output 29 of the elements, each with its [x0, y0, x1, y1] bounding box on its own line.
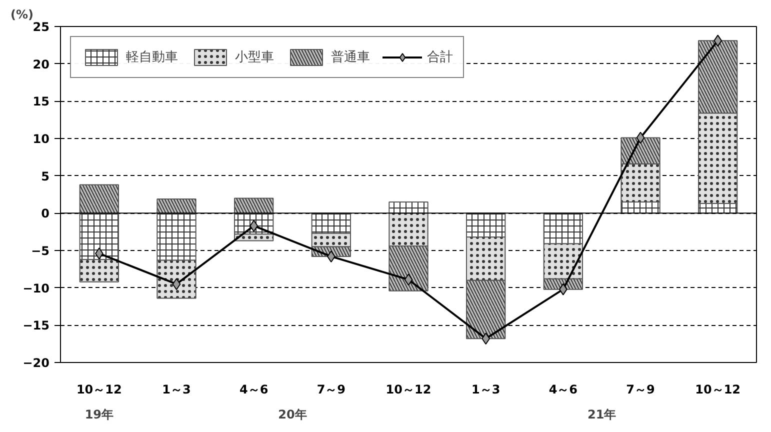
y-tick-label: −15	[22, 318, 50, 333]
x-tick-label: 1～3	[471, 382, 500, 396]
point	[636, 132, 645, 144]
text: 20年	[278, 408, 307, 422]
x-tick-label: 7～9	[316, 382, 346, 396]
legend-label: 小型車	[235, 49, 274, 66]
y-tick-label: −20	[22, 356, 50, 370]
text: 19年	[84, 408, 114, 422]
x-tick-label: 7～9	[626, 382, 655, 396]
legend-label: 合計	[427, 49, 453, 66]
x-tick-label: 10～12	[76, 382, 122, 396]
legend-label: 軽自動車	[126, 49, 178, 66]
y-tick-label: −5	[31, 244, 50, 258]
x-tick-label: 1～3	[162, 382, 191, 396]
y-tick-label: 20	[32, 57, 50, 72]
x-tick-label: 10～12	[386, 382, 432, 396]
x-tick-label: 4～6	[239, 382, 268, 396]
point	[404, 274, 413, 286]
y-tick-label: 10	[32, 132, 50, 146]
text: 21年	[587, 408, 616, 422]
y-axis-title: (%)	[10, 8, 34, 22]
x-tick-label: 10～12	[695, 382, 741, 396]
legend-label: 普通車	[331, 48, 370, 66]
y-tick-label: 5	[41, 169, 50, 184]
y-tick-label: 25	[32, 20, 50, 34]
y-tick-label: 0	[41, 206, 50, 221]
x-tick-label: 4～6	[548, 382, 578, 396]
y-tick-label: 15	[32, 94, 50, 109]
y-tick-label: −10	[22, 281, 50, 296]
